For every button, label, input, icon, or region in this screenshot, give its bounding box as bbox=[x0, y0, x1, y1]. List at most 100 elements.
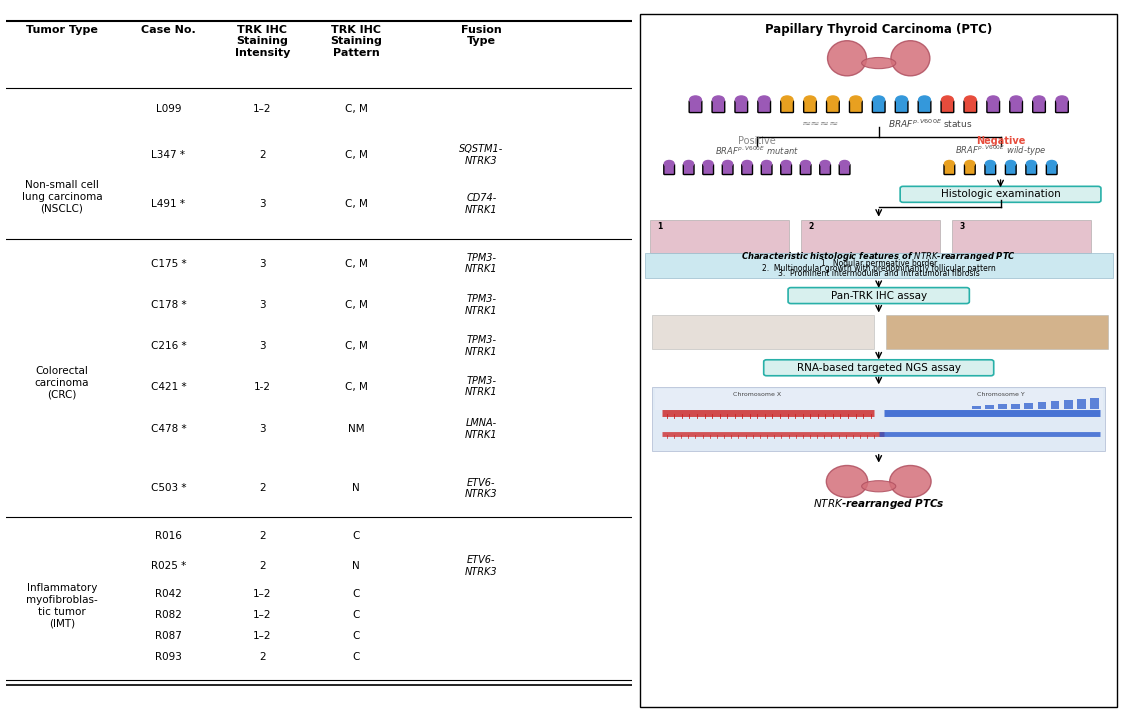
Text: R042: R042 bbox=[155, 589, 182, 599]
Circle shape bbox=[820, 161, 830, 167]
Text: C421 *: C421 * bbox=[151, 381, 186, 391]
FancyBboxPatch shape bbox=[703, 164, 714, 174]
Text: C, M: C, M bbox=[345, 381, 368, 391]
FancyBboxPatch shape bbox=[689, 101, 702, 113]
Ellipse shape bbox=[862, 480, 896, 492]
FancyBboxPatch shape bbox=[1005, 164, 1016, 174]
Text: C: C bbox=[353, 652, 360, 662]
Bar bbox=[1024, 402, 1033, 409]
Text: R016: R016 bbox=[155, 531, 182, 541]
Circle shape bbox=[1056, 96, 1068, 104]
FancyBboxPatch shape bbox=[761, 164, 772, 174]
Circle shape bbox=[804, 96, 816, 104]
FancyBboxPatch shape bbox=[801, 219, 940, 253]
Text: Inflammatory
myofibroblas-
tic tumor
(IMT): Inflammatory myofibroblas- tic tumor (IM… bbox=[26, 584, 98, 628]
FancyBboxPatch shape bbox=[788, 288, 969, 303]
FancyBboxPatch shape bbox=[820, 164, 830, 174]
FancyBboxPatch shape bbox=[735, 101, 748, 113]
Text: Chromosome Y: Chromosome Y bbox=[977, 391, 1024, 397]
FancyBboxPatch shape bbox=[872, 101, 885, 113]
Text: TRK IHC
Staining
Pattern: TRK IHC Staining Pattern bbox=[331, 24, 382, 58]
Text: 2: 2 bbox=[259, 531, 265, 541]
FancyBboxPatch shape bbox=[1047, 164, 1057, 174]
FancyBboxPatch shape bbox=[918, 101, 931, 113]
Text: 3: 3 bbox=[259, 424, 265, 434]
Text: C, M: C, M bbox=[345, 341, 368, 351]
Text: R082: R082 bbox=[155, 610, 182, 620]
Text: $BRAF^{p.V600E}$ status: $BRAF^{p.V600E}$ status bbox=[889, 118, 972, 130]
Text: C178 *: C178 * bbox=[151, 300, 186, 310]
FancyBboxPatch shape bbox=[964, 101, 977, 113]
Circle shape bbox=[827, 96, 839, 104]
FancyBboxPatch shape bbox=[645, 253, 1112, 278]
Text: L099: L099 bbox=[156, 104, 182, 114]
Text: 2: 2 bbox=[259, 652, 265, 662]
Ellipse shape bbox=[827, 465, 867, 498]
Ellipse shape bbox=[891, 41, 929, 76]
FancyBboxPatch shape bbox=[1033, 101, 1046, 113]
FancyBboxPatch shape bbox=[684, 164, 694, 174]
FancyBboxPatch shape bbox=[944, 164, 954, 174]
FancyBboxPatch shape bbox=[964, 164, 976, 174]
FancyBboxPatch shape bbox=[1010, 101, 1022, 113]
Circle shape bbox=[839, 161, 849, 167]
Text: NM: NM bbox=[347, 424, 364, 434]
Text: 1–2: 1–2 bbox=[253, 104, 272, 114]
Text: TPM3-
NTRK1: TPM3- NTRK1 bbox=[465, 376, 497, 397]
Circle shape bbox=[684, 161, 694, 167]
Circle shape bbox=[713, 96, 724, 104]
Bar bbox=[998, 404, 1007, 409]
Text: RNA-based targeted NGS assay: RNA-based targeted NGS assay bbox=[796, 363, 961, 373]
Ellipse shape bbox=[890, 465, 931, 498]
Text: Tumor Type: Tumor Type bbox=[26, 24, 98, 34]
Text: 1–2: 1–2 bbox=[253, 631, 272, 641]
Circle shape bbox=[987, 96, 999, 104]
Text: Characteristic histologic features of $NTRK$-rearranged PTC: Characteristic histologic features of $N… bbox=[741, 250, 1016, 263]
FancyBboxPatch shape bbox=[985, 164, 996, 174]
Text: 3: 3 bbox=[259, 199, 265, 209]
FancyBboxPatch shape bbox=[663, 164, 675, 174]
Bar bbox=[1077, 399, 1086, 409]
Circle shape bbox=[942, 96, 953, 104]
Circle shape bbox=[851, 96, 862, 104]
Circle shape bbox=[1011, 96, 1022, 104]
Circle shape bbox=[723, 161, 732, 167]
Text: Colorectal
carcinoma
(CRC): Colorectal carcinoma (CRC) bbox=[35, 366, 89, 399]
Text: Papillary Thyroid Carcinoma (PTC): Papillary Thyroid Carcinoma (PTC) bbox=[765, 23, 993, 36]
FancyBboxPatch shape bbox=[781, 164, 792, 174]
FancyBboxPatch shape bbox=[722, 164, 733, 174]
Text: C503 *: C503 * bbox=[151, 483, 186, 493]
FancyBboxPatch shape bbox=[839, 164, 851, 174]
Bar bbox=[1038, 402, 1047, 409]
FancyBboxPatch shape bbox=[885, 315, 1108, 349]
Circle shape bbox=[703, 161, 713, 167]
Text: TPM3-
NTRK1: TPM3- NTRK1 bbox=[465, 294, 497, 316]
Text: C, M: C, M bbox=[345, 104, 368, 114]
Text: 3: 3 bbox=[959, 222, 964, 231]
Text: 2.  Multinodular growth with predominantly follicular pattern: 2. Multinodular growth with predominantl… bbox=[761, 264, 996, 273]
Text: 3: 3 bbox=[259, 300, 265, 310]
Text: 1–2: 1–2 bbox=[253, 589, 272, 599]
Text: 2: 2 bbox=[259, 483, 265, 493]
FancyBboxPatch shape bbox=[987, 101, 999, 113]
Text: $NTRK$-rearranged PTCs: $NTRK$-rearranged PTCs bbox=[813, 497, 944, 511]
Text: C, M: C, M bbox=[345, 150, 368, 160]
Bar bbox=[972, 407, 980, 409]
Text: Negative: Negative bbox=[976, 136, 1025, 146]
FancyBboxPatch shape bbox=[849, 101, 862, 113]
Circle shape bbox=[1047, 161, 1057, 167]
Ellipse shape bbox=[862, 57, 896, 69]
FancyBboxPatch shape bbox=[764, 360, 994, 376]
Circle shape bbox=[689, 96, 702, 104]
Circle shape bbox=[944, 161, 954, 167]
Text: 2: 2 bbox=[259, 150, 265, 160]
Text: N: N bbox=[352, 483, 360, 493]
Bar bbox=[1050, 401, 1059, 409]
Text: C: C bbox=[353, 589, 360, 599]
Text: N: N bbox=[352, 561, 360, 571]
Text: C: C bbox=[353, 631, 360, 641]
FancyBboxPatch shape bbox=[900, 186, 1101, 202]
FancyBboxPatch shape bbox=[941, 101, 954, 113]
Text: R087: R087 bbox=[155, 631, 182, 641]
FancyBboxPatch shape bbox=[800, 164, 811, 174]
